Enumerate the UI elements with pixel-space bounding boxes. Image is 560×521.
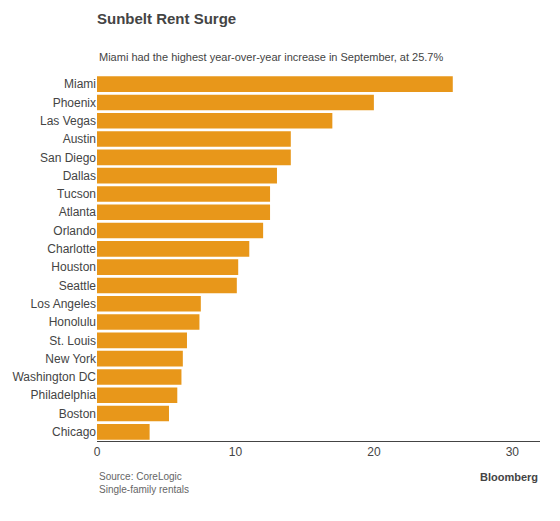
svg-text:Tucson: Tucson <box>57 187 96 201</box>
svg-text:Source: CoreLogicSingle-family: Source: CoreLogicSingle-family rentals <box>99 471 189 495</box>
svg-text:Atlanta: Atlanta <box>59 205 97 219</box>
svg-text:Sunbelt Rent Surge: Sunbelt Rent Surge <box>97 10 236 27</box>
svg-text:Washington DC: Washington DC <box>12 370 96 384</box>
svg-text:Dallas: Dallas <box>63 169 96 183</box>
svg-text:Los Angeles: Los Angeles <box>31 297 96 311</box>
svg-text:Phoenix: Phoenix <box>53 96 96 110</box>
svg-text:Charlotte: Charlotte <box>47 242 96 256</box>
svg-text:20: 20 <box>367 445 381 459</box>
svg-text:Miami had the highest year-ove: Miami had the highest year-over-year inc… <box>99 51 443 63</box>
svg-text:Las Vegas: Las Vegas <box>40 114 96 128</box>
svg-text:San Diego: San Diego <box>40 151 96 165</box>
svg-text:Orlando: Orlando <box>53 224 96 238</box>
svg-text:Chicago: Chicago <box>52 425 96 439</box>
svg-text:Boston: Boston <box>59 407 96 421</box>
svg-text:0: 0 <box>94 445 101 459</box>
svg-text:Miami: Miami <box>64 77 96 91</box>
svg-text:St. Louis: St. Louis <box>49 334 96 348</box>
svg-text:Seattle: Seattle <box>59 279 97 293</box>
svg-text:10: 10 <box>229 445 243 459</box>
svg-text:Houston: Houston <box>51 260 96 274</box>
svg-text:Austin: Austin <box>63 132 96 146</box>
svg-text:New York: New York <box>45 352 97 366</box>
svg-text:Bloomberg: Bloomberg <box>480 471 538 483</box>
svg-text:Honolulu: Honolulu <box>49 315 96 329</box>
svg-text:Philadelphia: Philadelphia <box>31 388 97 402</box>
svg-text:30: 30 <box>506 445 520 459</box>
